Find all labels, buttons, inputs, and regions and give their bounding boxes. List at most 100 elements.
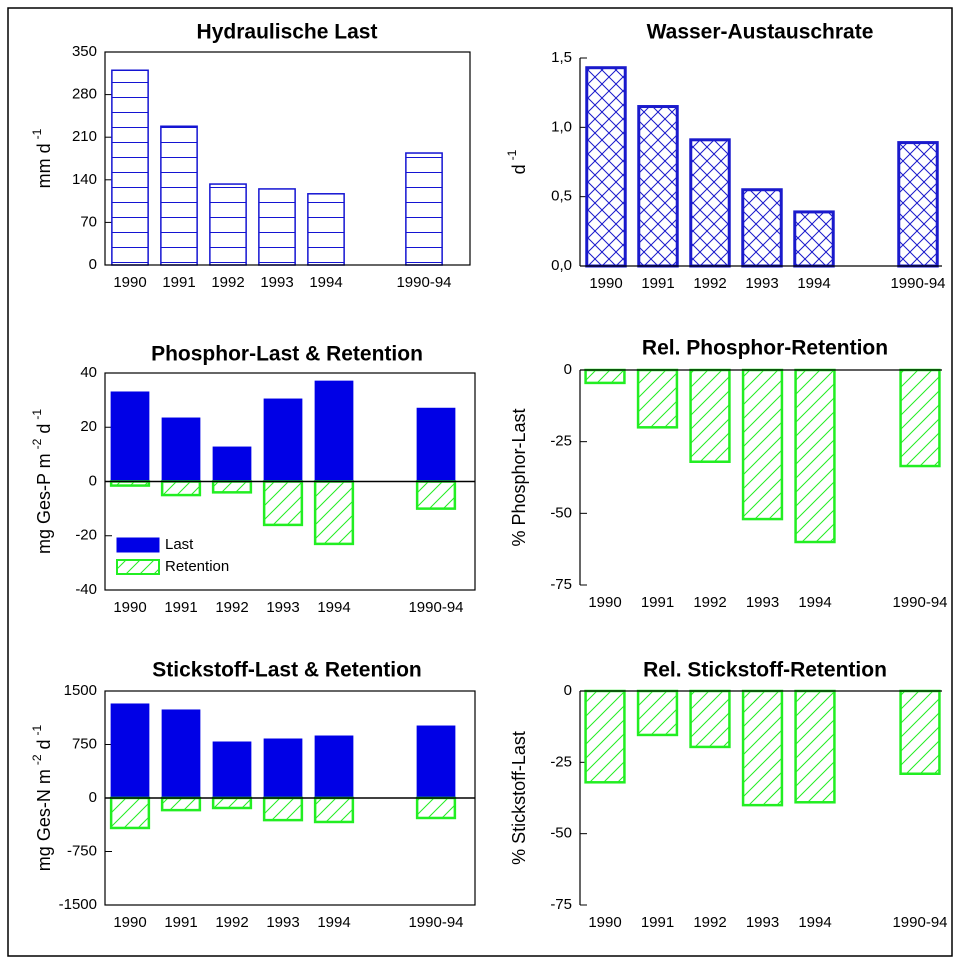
y-tick-label: 0,0 bbox=[551, 257, 572, 274]
bar bbox=[741, 368, 784, 521]
bar bbox=[110, 703, 150, 799]
x-tick-label: 1992 bbox=[215, 914, 248, 931]
y-axis-label-part: -2 bbox=[30, 754, 44, 765]
bar bbox=[636, 368, 679, 429]
y-tick-label: 20 bbox=[80, 418, 97, 435]
x-tick-label: 1992 bbox=[693, 275, 726, 292]
bar bbox=[209, 183, 247, 266]
y-tick-label: 280 bbox=[72, 86, 97, 103]
bar bbox=[899, 368, 941, 468]
bar bbox=[258, 188, 296, 266]
y-tick-label: 0 bbox=[564, 682, 572, 699]
bar bbox=[637, 105, 679, 268]
bar bbox=[415, 480, 457, 510]
x-tick-label: 1993 bbox=[746, 594, 779, 611]
y-tick-label: -75 bbox=[550, 896, 572, 913]
chart-title: Stickstoff-Last & Retention bbox=[152, 659, 422, 682]
bar bbox=[416, 725, 456, 799]
y-axis-label-part: d bbox=[509, 164, 529, 174]
bar bbox=[212, 741, 252, 799]
y-axis-label-part: % Stickstoff-Last bbox=[509, 731, 529, 865]
x-tick-label: 1992 bbox=[693, 594, 726, 611]
bar bbox=[211, 480, 253, 494]
bar bbox=[314, 735, 354, 799]
chart-title: Wasser-Austauschrate bbox=[647, 21, 874, 44]
y-tick-label: 210 bbox=[72, 128, 97, 145]
bar bbox=[899, 689, 941, 775]
y-tick-label: 140 bbox=[72, 171, 97, 188]
bar bbox=[160, 125, 198, 266]
x-tick-label: 1990 bbox=[113, 914, 146, 931]
y-tick-label: 750 bbox=[72, 735, 97, 752]
y-axis-label: mm d -1 bbox=[30, 128, 54, 188]
x-tick-label: 1991 bbox=[641, 594, 674, 611]
bar bbox=[585, 66, 627, 268]
bar bbox=[794, 368, 836, 544]
outer-border bbox=[7, 7, 953, 957]
x-tick-label: 1991 bbox=[641, 914, 674, 931]
bar bbox=[160, 480, 202, 497]
legend-swatch bbox=[116, 559, 160, 575]
x-tick-label: 1991 bbox=[641, 275, 674, 292]
chart-title: Phosphor-Last & Retention bbox=[151, 343, 423, 366]
x-tick-label: 1991 bbox=[162, 274, 195, 291]
y-axis-label-part: -1 bbox=[30, 724, 44, 735]
x-tick-label: 1990-94 bbox=[890, 275, 945, 292]
x-tick-label: 1993 bbox=[260, 274, 293, 291]
y-tick-label: 0 bbox=[564, 361, 572, 378]
x-tick-label: 1990-94 bbox=[892, 594, 947, 611]
x-tick-label: 1992 bbox=[211, 274, 244, 291]
x-tick-label: 1990-94 bbox=[892, 914, 947, 931]
y-axis-label-part: -1 bbox=[505, 149, 519, 160]
plot-frame bbox=[104, 372, 476, 591]
y-tick-label: 0 bbox=[89, 256, 97, 273]
y-tick-label: 70 bbox=[80, 213, 97, 230]
bar bbox=[416, 407, 456, 483]
bar bbox=[212, 446, 252, 482]
y-tick-label: -20 bbox=[75, 527, 97, 544]
bar bbox=[584, 689, 626, 784]
y-axis-label: % Phosphor-Last bbox=[509, 408, 529, 546]
x-tick-label: 1990 bbox=[588, 594, 621, 611]
y-tick-label: 350 bbox=[72, 43, 97, 60]
x-tick-label: 1990-94 bbox=[408, 599, 463, 616]
x-tick-label: 1993 bbox=[266, 599, 299, 616]
y-axis-label: % Stickstoff-Last bbox=[509, 731, 529, 865]
y-tick-label: 0 bbox=[89, 472, 97, 489]
y-tick-label: 1,0 bbox=[551, 118, 572, 135]
y-tick-label: -50 bbox=[550, 825, 572, 842]
bar bbox=[741, 188, 783, 268]
bar bbox=[584, 368, 626, 385]
bar bbox=[211, 796, 253, 810]
x-tick-label: 1994 bbox=[317, 599, 350, 616]
bar bbox=[794, 689, 836, 804]
y-tick-label: -40 bbox=[75, 581, 97, 598]
plot-frame bbox=[104, 690, 476, 906]
x-tick-label: 1990-94 bbox=[396, 274, 451, 291]
x-tick-label: 1990-94 bbox=[408, 914, 463, 931]
bar bbox=[689, 368, 731, 463]
chart-title: Rel. Stickstoff-Retention bbox=[643, 659, 887, 682]
y-tick-label: -50 bbox=[550, 504, 572, 521]
y-tick-label: 1500 bbox=[64, 682, 97, 699]
x-tick-label: 1990 bbox=[113, 599, 146, 616]
y-tick-label: -75 bbox=[550, 576, 572, 593]
y-axis-label: mg Ges-N m -2 d -1 bbox=[30, 724, 54, 871]
x-tick-label: 1992 bbox=[215, 599, 248, 616]
bar bbox=[263, 398, 303, 483]
bar bbox=[313, 480, 355, 546]
x-tick-label: 1994 bbox=[309, 274, 342, 291]
y-axis-label-part: -2 bbox=[30, 438, 44, 449]
y-tick-label: -25 bbox=[550, 753, 572, 770]
bar bbox=[313, 796, 355, 824]
bar bbox=[110, 391, 150, 482]
bar bbox=[689, 138, 731, 268]
plot-frame bbox=[104, 51, 471, 266]
y-axis-label-part: -1 bbox=[30, 128, 44, 139]
y-axis-label-part: d bbox=[34, 424, 54, 439]
y-axis-label-part: mg Ges-N m bbox=[34, 769, 54, 871]
y-axis-label-part: mg Ges-P m bbox=[34, 453, 54, 554]
y-tick-label: 1,5 bbox=[551, 49, 572, 66]
y-tick-label: 40 bbox=[80, 364, 97, 381]
